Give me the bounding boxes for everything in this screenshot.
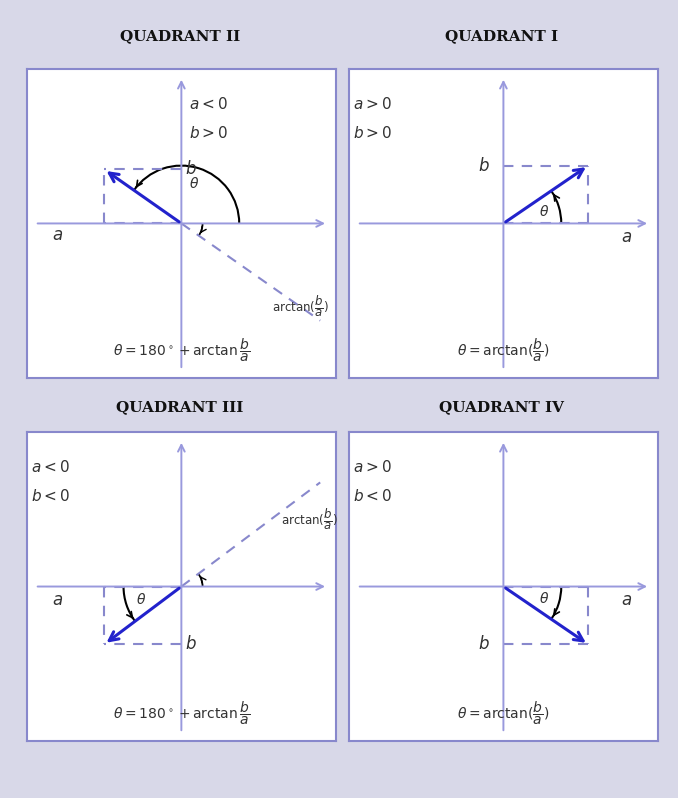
Text: $a$: $a$ <box>52 227 64 243</box>
Text: $a > 0$: $a > 0$ <box>353 96 392 112</box>
Text: QUADRANT IV: QUADRANT IV <box>439 400 564 414</box>
Text: $\theta = \arctan(\dfrac{b}{a})$: $\theta = \arctan(\dfrac{b}{a})$ <box>457 700 550 728</box>
Text: QUADRANT II: QUADRANT II <box>119 29 240 43</box>
Text: $\arctan(\dfrac{b}{a})$: $\arctan(\dfrac{b}{a})$ <box>281 507 338 531</box>
Text: $a < 0$: $a < 0$ <box>31 459 70 475</box>
Text: $\theta$: $\theta$ <box>539 591 549 606</box>
Text: $\theta$: $\theta$ <box>189 176 199 191</box>
Text: $\theta = 180^\circ + \arctan\dfrac{b}{a}$: $\theta = 180^\circ + \arctan\dfrac{b}{a… <box>113 337 250 365</box>
Text: $\theta = \arctan(\dfrac{b}{a})$: $\theta = \arctan(\dfrac{b}{a})$ <box>457 337 550 365</box>
Text: $a < 0$: $a < 0$ <box>189 96 228 112</box>
Text: $\theta$: $\theta$ <box>539 203 549 219</box>
Text: $b$: $b$ <box>478 156 490 175</box>
Text: $b$: $b$ <box>184 635 197 654</box>
Text: $\theta = 180^\circ + \arctan\dfrac{b}{a}$: $\theta = 180^\circ + \arctan\dfrac{b}{a… <box>113 700 250 728</box>
Text: QUADRANT I: QUADRANT I <box>445 29 558 43</box>
Text: $\theta$: $\theta$ <box>136 592 146 607</box>
Text: $b$: $b$ <box>184 160 197 179</box>
Text: $a$: $a$ <box>621 229 633 246</box>
Text: $b < 0$: $b < 0$ <box>353 488 392 504</box>
Text: $a > 0$: $a > 0$ <box>353 459 392 475</box>
Text: $b > 0$: $b > 0$ <box>189 125 228 141</box>
Text: QUADRANT III: QUADRANT III <box>116 400 243 414</box>
Text: $b > 0$: $b > 0$ <box>353 125 392 141</box>
Text: $b$: $b$ <box>478 635 490 654</box>
Text: $a$: $a$ <box>52 592 64 609</box>
Text: $a$: $a$ <box>621 592 633 609</box>
Text: $b < 0$: $b < 0$ <box>31 488 70 504</box>
Text: $\arctan(\dfrac{b}{a})$: $\arctan(\dfrac{b}{a})$ <box>272 294 328 319</box>
